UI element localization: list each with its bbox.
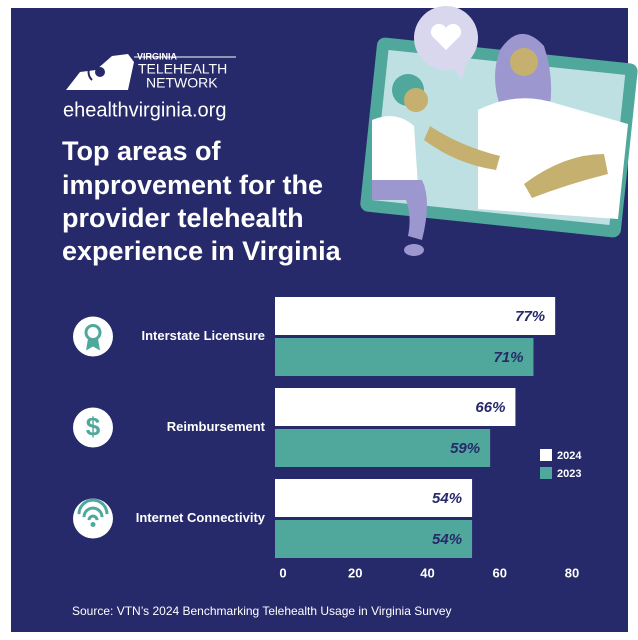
icon-glyph — [86, 338, 100, 351]
icon-glyph — [82, 506, 104, 518]
category-icon — [73, 498, 113, 539]
logo-text: TELEHEALTH — [138, 61, 227, 77]
bar — [275, 388, 516, 426]
x-tick-label: 20 — [348, 565, 362, 580]
icon-glyph — [87, 514, 99, 521]
category-label: Internet Connectivity — [136, 510, 266, 525]
x-tick-label: 80 — [565, 565, 579, 580]
legend-label: 2024 — [557, 450, 582, 462]
x-tick-label: 40 — [420, 565, 434, 580]
value-label: 59% — [450, 440, 480, 457]
icon-glyph: $ — [86, 411, 101, 441]
legend-swatch — [540, 449, 552, 461]
bar — [275, 338, 534, 376]
bar — [275, 479, 473, 517]
chart: 0 20 40 60 80 Interstate Licensure 77% 71% $ Reim… — [73, 297, 582, 580]
bar — [275, 297, 556, 335]
category-icon — [73, 407, 113, 448]
value-label: 66% — [475, 399, 505, 416]
legend-label: 2023 — [557, 468, 581, 480]
title-line: improvement for the — [62, 170, 323, 200]
value-label: 71% — [493, 349, 523, 366]
logo-text: VIRGINIA — [137, 51, 178, 61]
category-label: Reimbursement — [167, 419, 266, 434]
icon-glyph — [90, 522, 96, 527]
title-line: provider telehealth — [62, 203, 304, 233]
x-tick-label: 0 — [279, 565, 286, 580]
x-tick-label: 60 — [493, 565, 507, 580]
source-note: Source: VTN’s 2024 Benchmarking Teleheal… — [72, 604, 452, 618]
value-label: 54% — [432, 531, 462, 548]
logo-mark — [66, 54, 236, 90]
legend-swatch — [540, 467, 552, 479]
title-line: experience in Virginia — [62, 236, 342, 266]
bar — [275, 520, 473, 558]
category-label: Interstate Licensure — [141, 328, 265, 343]
value-label: 54% — [432, 490, 462, 507]
icon-glyph — [77, 498, 109, 515]
title-line: Top areas of — [62, 136, 222, 166]
value-label: 77% — [515, 308, 545, 325]
logo-text: NETWORK — [146, 75, 218, 91]
website: ehealthvirginia.org — [63, 99, 226, 121]
category-icon — [73, 316, 113, 357]
illustration — [360, 6, 638, 256]
bar — [275, 429, 491, 467]
